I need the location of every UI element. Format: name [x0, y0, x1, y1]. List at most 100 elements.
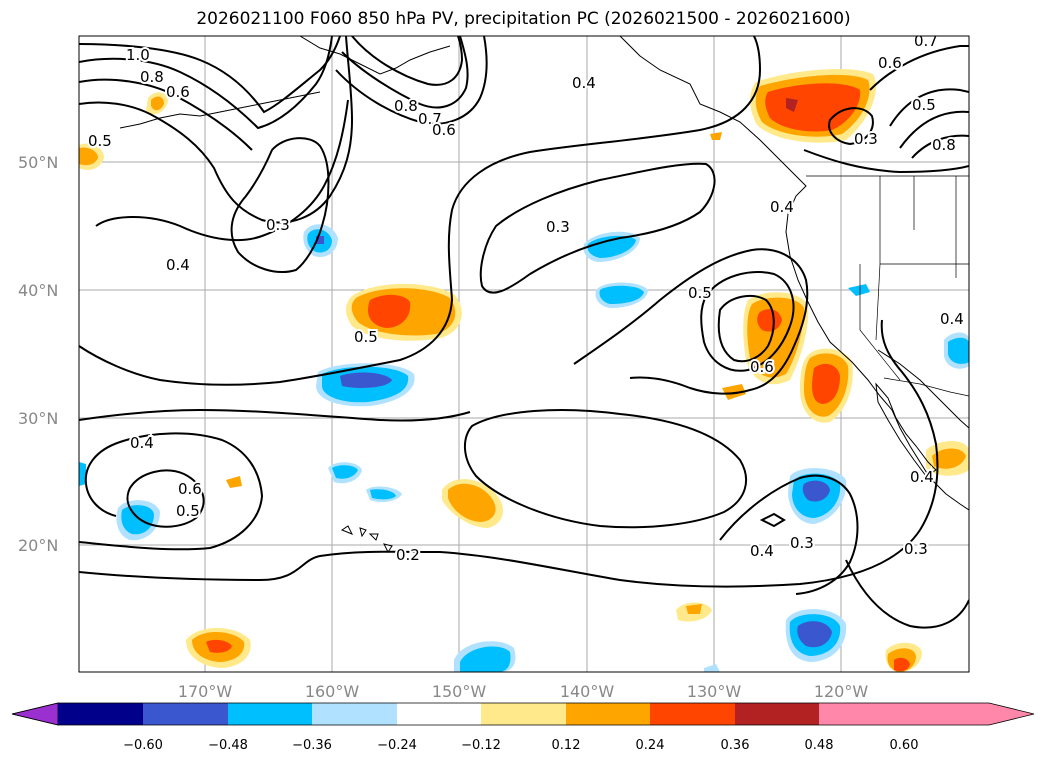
pv-contour-line — [911, 134, 969, 159]
colorbar-segment — [819, 703, 904, 725]
contour-label: 0.6 — [178, 480, 202, 498]
pv-contour-line — [759, 512, 786, 528]
precip-negative-blob — [460, 646, 511, 672]
contour-label: 0.3 — [854, 130, 878, 148]
precip-positive-blob — [79, 147, 98, 166]
lon-label-140w: 140°W — [560, 682, 615, 701]
contour-label: 0.4 — [940, 310, 964, 328]
colorbar-extend-max — [904, 703, 1034, 725]
pv-contour-line — [230, 137, 330, 273]
precip-positive-blob — [757, 309, 782, 332]
pv-contour-line — [845, 559, 969, 629]
pv-contour-line — [717, 294, 775, 363]
pv-contour-line — [573, 248, 809, 395]
baja-coastline — [875, 382, 937, 477]
us-mexico-border — [883, 377, 969, 397]
lat-label-20n: 20°N — [18, 536, 58, 555]
contour-label: 0.6 — [750, 358, 774, 376]
colorbar-tick-label: 0.48 — [805, 738, 834, 753]
colorbar-segment — [650, 703, 735, 725]
colorbar-tick-label: 0.36 — [721, 738, 750, 753]
lon-label-160w: 160°W — [305, 682, 360, 701]
precip-positive-blob — [722, 384, 746, 400]
pv-contour-line — [335, 36, 488, 125]
pv-contour-line — [79, 408, 471, 422]
contour-label: 0.6 — [166, 83, 190, 101]
colorbar-tick-label: −0.24 — [377, 738, 417, 753]
north-america-coastline — [619, 36, 969, 511]
colorbar-segment — [58, 703, 143, 725]
contour-label: 0.6 — [878, 54, 902, 72]
precip-negative-blob — [121, 505, 154, 535]
pv-contour-line — [79, 36, 354, 224]
precip-negative-blob — [948, 337, 969, 364]
precip-positive-blob — [812, 363, 840, 404]
contour-label: 0.5 — [688, 284, 712, 302]
colorbar-tick-label: −0.36 — [292, 738, 332, 753]
contour-label-group: 1.0 0.8 0.6 0.5 0.8 0.7 0.6 0.4 0.6 0.5 … — [86, 32, 966, 566]
pv-contour-line — [341, 36, 469, 109]
contour-label: 0.7 — [914, 32, 938, 50]
contour-label: 0.4 — [130, 434, 154, 452]
pv-contour-line — [889, 88, 969, 127]
contour-label: 0.8 — [140, 68, 164, 86]
colorbar-tick-label: −0.60 — [123, 738, 163, 753]
map-frame — [78, 35, 970, 673]
pv-contour-line — [351, 36, 464, 86]
pv-contour-line — [828, 107, 874, 146]
contour-label: 0.6 — [432, 121, 456, 139]
pv-contour-line — [464, 409, 748, 529]
colorbar-tick-label: −0.12 — [461, 738, 501, 753]
precip-positive-blob — [226, 476, 242, 488]
contour-label: 0.2 — [396, 546, 420, 564]
precip-negative-blob — [848, 284, 870, 296]
precip-positive-blob — [894, 657, 910, 672]
pv-contour-line — [700, 271, 795, 372]
state-borders — [859, 176, 969, 381]
colorbar-extend-min — [11, 702, 59, 726]
plot-title: 2026021100 F060 850 hPa PV, precipitatio… — [196, 9, 851, 29]
lon-label-150w: 150°W — [432, 682, 487, 701]
pv-contour-line — [79, 432, 264, 551]
lon-label-130w: 130°W — [687, 682, 742, 701]
contour-label: 0.3 — [790, 534, 814, 552]
precip-negative-blob — [79, 462, 86, 486]
colorbar-segment — [143, 703, 228, 725]
alaska-coastline — [299, 36, 451, 75]
precip-negative-blob — [370, 489, 396, 500]
colorbar: −0.60 −0.48 −0.36 −0.24 −0.12 0.12 0.24 … — [11, 702, 1035, 753]
precip-negative-blob — [797, 621, 832, 648]
contour-label: 0.4 — [910, 468, 934, 486]
colorbar-segment — [735, 703, 819, 725]
contour-label: 0.5 — [176, 502, 200, 520]
pv-contour-line — [479, 162, 716, 294]
contour-label: 0.8 — [932, 136, 956, 154]
contour-label: 0.3 — [266, 216, 290, 234]
pv-contour-line — [899, 110, 969, 149]
pv-contour-line — [79, 36, 333, 130]
precip-positive-blob — [686, 604, 702, 614]
gulf-of-california-coast — [877, 349, 969, 429]
colorbar-outline — [11, 702, 1035, 726]
contour-label: 0.5 — [88, 132, 112, 150]
pv-contour-line — [719, 474, 859, 595]
political-borders — [806, 175, 969, 397]
colorbar-segment — [397, 703, 481, 725]
contour-label: 0.5 — [912, 96, 936, 114]
precip-positive-blob — [765, 83, 861, 132]
coastlines — [119, 36, 969, 553]
pv-contour-line — [79, 319, 939, 588]
colorbar-tick-label: 0.12 — [552, 738, 581, 753]
pv-contour-line — [126, 469, 205, 528]
colorbar-tick-label: 0.60 — [890, 738, 919, 753]
aleutian-islands — [119, 91, 321, 129]
contour-label: 0.4 — [572, 74, 596, 92]
colorbar-segment — [228, 703, 312, 725]
precip-positive-blob — [151, 96, 164, 111]
lat-label-30n: 30°N — [18, 409, 58, 428]
colorbar-tick-label: −0.48 — [208, 738, 248, 753]
contour-label: 0.4 — [750, 542, 774, 560]
precip-positive-blob — [206, 639, 232, 653]
pv-contour-line — [79, 36, 341, 114]
contour-label: 0.3 — [904, 540, 928, 558]
